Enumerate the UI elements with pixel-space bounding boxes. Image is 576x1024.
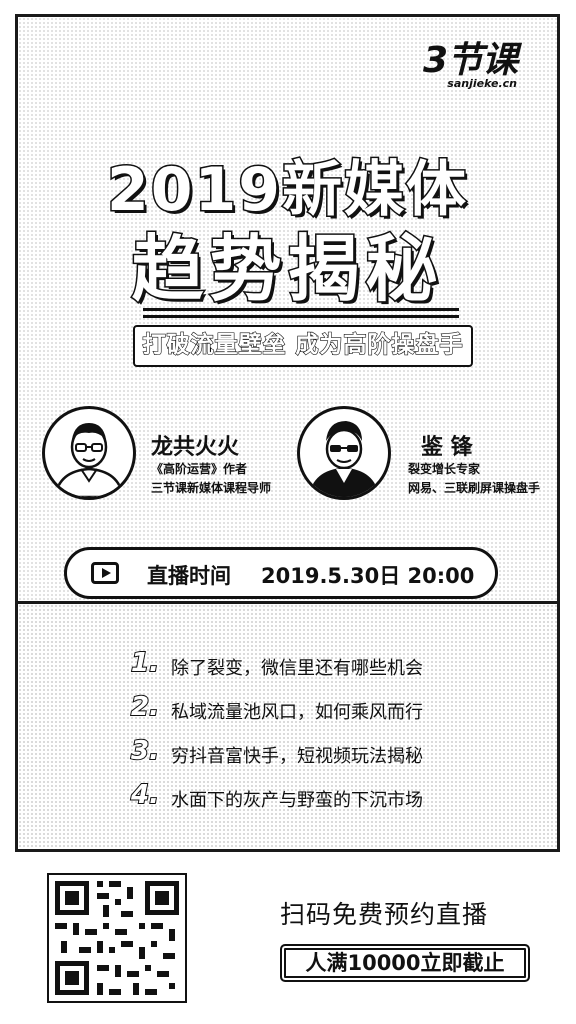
live-time-bar: 直播时间 2019.5.30日 20:00 — [64, 547, 498, 599]
speaker-1-avatar — [42, 406, 136, 500]
live-time: 2019.5.30日 20:00 — [261, 564, 475, 588]
person-icon — [53, 423, 125, 497]
person-icon — [308, 421, 380, 497]
title-line-2: 趋势揭秘 — [130, 226, 444, 313]
logo-mark: 3节课 — [422, 40, 518, 81]
logo-domain: sanjieke.cn — [447, 77, 517, 90]
divider-line — [143, 308, 459, 311]
play-icon — [91, 562, 119, 584]
topic-text: 除了裂变，微信里还有哪些机会 — [171, 658, 423, 679]
poster-frame: 3节课 sanjieke.cn 2019新媒体 趋势揭秘 打破流量壁垒 成为高阶… — [15, 14, 560, 852]
speaker-2-desc-1: 裂变增长专家 — [408, 462, 481, 476]
live-label: 直播时间 — [147, 564, 231, 588]
topic-text: 穷抖音富快手，短视频玩法揭秘 — [171, 746, 423, 767]
cta-text: 扫码免费预约直播 — [280, 900, 489, 929]
topic-number: 4. — [130, 779, 160, 811]
topics-panel: 1. 除了裂变，微信里还有哪些机会 2. 私域流量池风口，如何乘风而行 3. 穷… — [18, 604, 557, 849]
qr-code[interactable] — [47, 873, 187, 1003]
speaker-2-avatar — [297, 406, 391, 500]
cta-badge: 人满10000立即截止 — [280, 944, 530, 982]
qr-code-icon — [55, 881, 179, 995]
topic-number: 2. — [130, 691, 160, 723]
speaker-1-desc-1: 《高阶运营》作者 — [151, 462, 248, 476]
speaker-2-desc-2: 网易、三联刷屏课操盘手 — [408, 481, 541, 495]
divider-line — [143, 315, 459, 318]
topic-number: 3. — [130, 735, 160, 767]
speaker-1-desc-2: 三节课新媒体课程导师 — [151, 481, 272, 495]
brand-logo: 3节课 sanjieke.cn — [422, 40, 518, 91]
topic-text: 私域流量池风口，如何乘风而行 — [171, 702, 423, 723]
speaker-1-name: 龙共火火 — [151, 435, 240, 460]
speaker-2-name: 鉴 锋 — [421, 435, 473, 460]
topic-text: 水面下的灰产与野蛮的下沉市场 — [171, 790, 423, 811]
title-line-1: 2019新媒体 — [106, 154, 468, 227]
topic-number: 1. — [130, 647, 160, 679]
hero-panel: 3节课 sanjieke.cn 2019新媒体 趋势揭秘 打破流量壁垒 成为高阶… — [18, 17, 557, 604]
subtitle-banner: 打破流量壁垒 成为高阶操盘手 — [133, 325, 473, 367]
